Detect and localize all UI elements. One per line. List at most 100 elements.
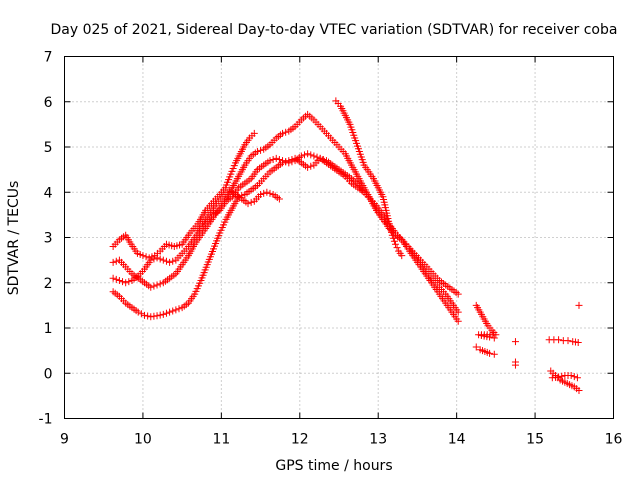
data-point	[307, 162, 315, 170]
data-point	[454, 308, 462, 316]
data-point	[159, 310, 167, 318]
data-point	[304, 150, 312, 158]
data-point	[244, 200, 252, 208]
x-tick-label: 10	[134, 432, 152, 448]
data-point	[555, 373, 563, 381]
data-point	[511, 361, 519, 369]
data-point	[574, 338, 582, 346]
y-tick-label: 6	[44, 95, 53, 111]
data-point	[275, 195, 283, 203]
data-point	[150, 255, 158, 263]
x-axis-label: GPS time / hours	[275, 458, 392, 474]
data-point	[564, 337, 572, 345]
series-track-5	[194, 186, 283, 235]
series-track-6	[332, 97, 406, 260]
y-tick-label: 3	[44, 231, 53, 247]
data-point	[558, 372, 566, 380]
series-track-1	[109, 129, 258, 262]
data-point	[472, 343, 480, 351]
data-point	[250, 129, 258, 137]
y-tick-label: 4	[44, 185, 53, 201]
data-point	[137, 310, 145, 318]
data-point	[490, 334, 498, 342]
data-point	[573, 374, 581, 382]
data-point	[122, 279, 130, 287]
data-point	[153, 312, 161, 320]
data-point	[112, 275, 120, 283]
data-point	[266, 189, 274, 197]
data-point	[398, 252, 406, 260]
data-point	[391, 240, 399, 248]
data-point	[389, 234, 397, 242]
data-point	[140, 311, 148, 319]
data-point	[570, 373, 578, 381]
data-point	[150, 282, 158, 290]
data-point	[282, 128, 290, 136]
data-point	[275, 155, 283, 163]
plot-frame	[64, 56, 614, 419]
data-point	[393, 244, 401, 252]
grid	[64, 56, 614, 419]
data-point	[257, 146, 265, 154]
data-point	[269, 155, 277, 163]
data-point	[125, 278, 133, 286]
data-point	[567, 372, 575, 380]
data-point	[511, 338, 519, 346]
x-tick-label: 12	[291, 432, 309, 448]
data-point	[162, 257, 170, 265]
data-point	[390, 237, 398, 245]
x-tick-label: 14	[448, 432, 466, 448]
data-point	[388, 231, 396, 239]
data-point	[257, 191, 265, 199]
data-point	[112, 257, 120, 265]
y-tick-label: 2	[44, 276, 53, 292]
data-point	[115, 276, 123, 284]
data-point	[300, 151, 308, 159]
series-track-2	[109, 150, 462, 298]
data-point	[253, 148, 261, 156]
data-point	[486, 333, 494, 341]
data-point	[156, 255, 164, 263]
data-point	[285, 157, 293, 165]
data-point	[134, 308, 142, 316]
x-tick-label: 16	[605, 432, 623, 448]
data-point	[263, 188, 271, 196]
data-point	[144, 312, 152, 320]
x-tick-label: 11	[212, 432, 230, 448]
data-point	[109, 258, 117, 266]
data-point	[156, 311, 164, 319]
data-point	[153, 254, 161, 262]
y-tick-label: -1	[39, 412, 53, 428]
data-point	[575, 386, 583, 394]
data-point	[166, 258, 174, 266]
y-tick-label: 7	[44, 50, 53, 66]
y-tick-label: 5	[44, 140, 53, 156]
data-point	[166, 308, 174, 316]
data-point	[310, 152, 318, 160]
data-point	[307, 151, 315, 159]
data-point	[260, 189, 268, 197]
data-points	[109, 97, 583, 394]
data-point	[172, 306, 180, 314]
data-point	[109, 274, 117, 282]
series-track-4	[109, 154, 462, 325]
data-point	[119, 278, 127, 286]
x-tick-label: 15	[526, 432, 544, 448]
data-point	[147, 256, 155, 264]
data-point	[313, 153, 321, 161]
data-point	[156, 280, 164, 288]
data-point	[247, 198, 255, 206]
series-track-7	[472, 301, 519, 369]
data-point	[175, 305, 183, 313]
series-track-3	[109, 110, 462, 316]
data-point	[490, 350, 498, 358]
data-point	[169, 307, 177, 315]
y-tick-label: 1	[44, 321, 53, 337]
chart-title: Day 025 of 2021, Sidereal Day-to-day VTE…	[51, 22, 618, 38]
x-tick-label: 9	[60, 432, 69, 448]
data-point	[272, 154, 280, 162]
data-point	[142, 253, 150, 261]
